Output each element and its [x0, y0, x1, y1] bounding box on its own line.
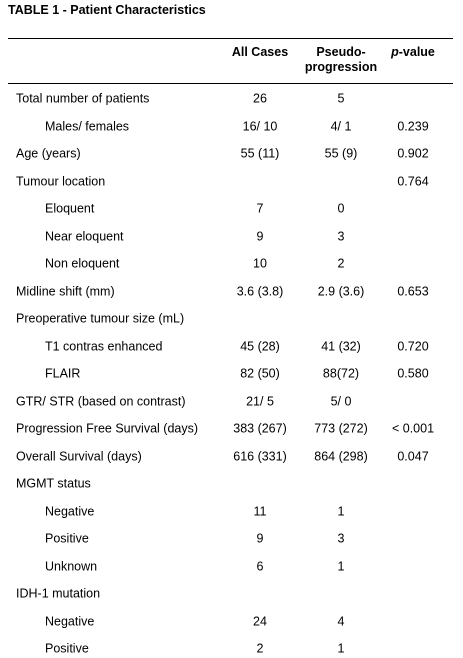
row-label: MGMT status [16, 476, 91, 491]
sub-row-label: FLAIR [45, 366, 81, 381]
row-label: Midline shift (mm) [16, 284, 115, 298]
table-cell: 11 [253, 504, 267, 518]
table-cell: 0.580 [397, 366, 429, 381]
table-cell: 0 [337, 201, 345, 216]
table-cell: 21/ 5 [246, 394, 274, 408]
row-label: GTR/ STR (based on contrast) [16, 394, 186, 408]
sub-row-label: Non eloquent [45, 256, 120, 271]
table-cell: 55 (11) [240, 146, 280, 161]
table-cell: 1 [337, 641, 345, 656]
sub-row-label: Near eloquent [45, 229, 124, 243]
table-cell: 4 [337, 614, 345, 628]
sub-row-label: T1 contras enhanced [45, 339, 163, 353]
table-cell: 2 [337, 256, 345, 271]
table-cell: 864 (298) [314, 449, 368, 463]
table-cell: 0.720 [397, 339, 429, 353]
table-cell: 55 (9) [324, 146, 358, 161]
table-cell: 6 [256, 559, 264, 573]
table-cell: 3.6 (3.8) [236, 284, 284, 298]
table-cell: 0.239 [397, 119, 429, 133]
table-cell: 0.764 [397, 174, 429, 188]
table-cell: 10 [253, 256, 267, 271]
header-rule [8, 83, 453, 84]
header-cell: Pseudo-progression [304, 45, 378, 74]
table-cell: 4/ 1 [330, 119, 352, 133]
sub-row-label: Eloquent [45, 201, 95, 216]
table-cell: 9 [256, 229, 264, 243]
table-cell: 24 [253, 614, 267, 628]
table-cell: 9 [256, 531, 264, 546]
sub-row-label: Unknown [45, 559, 98, 573]
header-italic: p [391, 45, 399, 59]
table-cell: 1 [337, 504, 345, 518]
table-cell: 616 (331) [233, 449, 287, 463]
table-cell: 1 [337, 559, 345, 573]
row-label: Overall Survival (days) [16, 449, 142, 463]
table-cell: 2.9 (3.6) [317, 284, 365, 298]
table-cell: 82 (50) [240, 366, 280, 381]
table-cell: 16/ 10 [242, 119, 278, 133]
row-label: Age (years) [16, 146, 81, 161]
top-rule [8, 38, 453, 39]
table-cell: 383 (267) [233, 421, 287, 436]
table-cell: 5/ 0 [330, 394, 352, 408]
table-cell: 5 [337, 91, 345, 106]
table-cell: 0.902 [397, 146, 429, 161]
table-cell: 26 [253, 91, 267, 106]
table-cell: 41 (32) [321, 339, 361, 353]
row-label: IDH-1 mutation [16, 586, 101, 601]
table-cell: 0.047 [397, 449, 429, 463]
sub-row-label: Negative [45, 504, 95, 518]
row-label: Total number of patients [16, 91, 150, 106]
table-cell: 7 [256, 201, 264, 216]
header-text: -value [398, 45, 435, 59]
sub-row-label: Positive [45, 641, 89, 656]
table-cell: < 0.001 [391, 421, 435, 436]
header-cell: p-value [391, 45, 435, 60]
table-cell: 3 [337, 229, 345, 243]
table-cell: 88(72) [322, 366, 360, 381]
table-cell: 3 [337, 531, 345, 546]
table-cell: 45 (28) [240, 339, 280, 353]
row-label: Tumour location [16, 174, 106, 188]
sub-row-label: Negative [45, 614, 95, 628]
table-cell: 0.653 [397, 284, 429, 298]
sub-row-label: Males/ females [45, 119, 130, 133]
header-cell: All Cases [231, 45, 289, 59]
table-title: TABLE 1 - Patient Characteristics [8, 3, 206, 17]
row-label: Progression Free Survival (days) [16, 421, 199, 436]
table-cell: 2 [256, 641, 264, 656]
sub-row-label: Positive [45, 531, 89, 546]
row-label: Preoperative tumour size (mL) [16, 311, 185, 326]
table-cell: 773 (272) [314, 421, 368, 436]
